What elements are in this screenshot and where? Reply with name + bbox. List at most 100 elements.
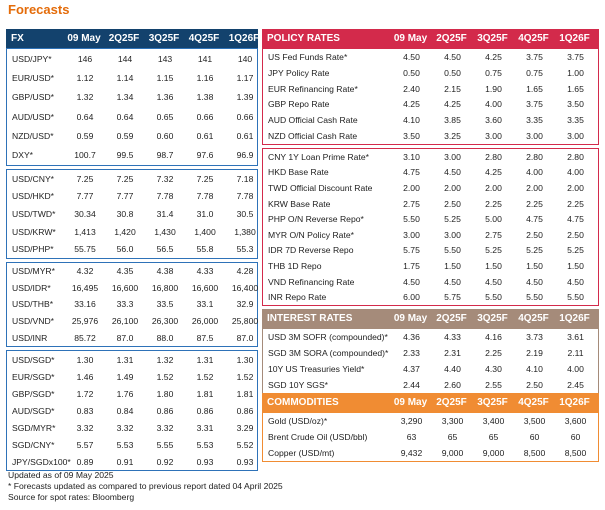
row-label: EUR/SGD*: [12, 371, 55, 382]
cell: 2.31: [444, 348, 461, 358]
cell: 4.50: [444, 276, 461, 287]
cell: 5.50: [485, 292, 502, 303]
cell: 0.93: [236, 456, 254, 467]
cell: 6.00: [403, 292, 420, 303]
cell: 1.30: [236, 354, 254, 365]
cell: 146: [77, 53, 93, 64]
cell: 32.9: [236, 299, 254, 310]
table-row: THB 1D Repo 1.75 1.50 1.50 1.50 1.50: [263, 261, 598, 271]
cell: 140: [237, 53, 253, 64]
cell: 5.00: [485, 214, 502, 225]
cell: 3.85: [444, 115, 461, 126]
cell: 144: [117, 53, 133, 64]
interest-rates-header: INTEREST RATES 09 May 2Q25F 3Q25F 4Q25F …: [262, 309, 599, 328]
row-label: INR Repo Rate: [268, 292, 327, 303]
cell: 0.50: [403, 67, 420, 78]
cell: 5.50: [403, 214, 420, 225]
table-row: USD/VND* 25,976 26,100 26,300 26,000 25,800: [7, 316, 258, 327]
cell: 99.5: [116, 150, 134, 161]
table-row: EUR Refinancing Rate* 2.40 2.15 1.90 1.65 1.6…: [263, 84, 598, 94]
cell: 4.35: [116, 266, 134, 277]
fx-group-north-asia: USD/CNY* 7.25 7.25 7.32 7.25 7.18 USD/HKD* 7.7…: [6, 169, 258, 259]
cell: 4.50: [485, 276, 502, 287]
cell: 16,400: [231, 282, 259, 293]
cell: 0.66: [196, 111, 214, 122]
cell: 1.00: [567, 67, 584, 78]
policy-group-asia: CNY 1Y Loan Prime Rate* 3.10 3.00 2.80 2.80 2…: [262, 148, 599, 306]
commodities-rows: Gold (USD/oz)* 3,290 3,300 3,400 3,500 3,600 …: [262, 412, 599, 462]
table-row: 10Y US Treasuries Yield* 4.37 4.40 4.30 4.10…: [263, 364, 598, 374]
cell: 0.59: [76, 130, 94, 141]
cell: 33.16: [74, 299, 96, 310]
cell: 5.50: [444, 245, 461, 256]
cell: 1.49: [116, 371, 134, 382]
cell: 2.50: [444, 198, 461, 209]
fx-header-1q26: 1Q26F: [228, 33, 260, 44]
row-label: USD/IDR*: [12, 282, 51, 293]
cell: 1.34: [116, 92, 134, 103]
row-label: USD/MYR*: [12, 266, 55, 277]
table-row: USD 3M SOFR (compounded)* 4.36 4.33 4.16 3.7…: [263, 332, 598, 342]
cell: 4.30: [485, 364, 502, 374]
cell: 0.86: [236, 405, 254, 416]
cell: 7.18: [236, 173, 254, 184]
cell: 3.00: [403, 229, 420, 240]
table-row: US Fed Funds Rate* 4.50 4.50 4.25 3.75 3.75: [263, 52, 598, 62]
table-row: USD/THB* 33.16 33.3 33.5 33.1 32.9: [7, 299, 257, 309]
cell: 2.80: [567, 151, 584, 162]
cell: 1,400: [194, 226, 216, 237]
cell: 1.30: [76, 354, 94, 365]
cell: 26,000: [191, 316, 219, 327]
row-label: EUR Refinancing Rate*: [268, 83, 358, 94]
table-row: AUD/USD* 0.64 0.64 0.65 0.66 0.66: [7, 112, 257, 122]
cell: 3.50: [567, 99, 584, 110]
cell: 4.75: [526, 214, 543, 225]
policy-header-2q25: 2Q25F: [436, 33, 467, 44]
cell: 4.75: [403, 167, 420, 178]
footnotes: Updated as of 09 May 2025 * Forecasts up…: [8, 470, 283, 503]
table-row: USD/KRW* 1,413 1,420 1,430 1,400 1,380: [7, 227, 257, 237]
cell: 7.78: [236, 191, 254, 202]
cell: 0.75: [526, 67, 543, 78]
cell: 4.50: [567, 276, 584, 287]
cell: 2.80: [485, 151, 502, 162]
row-label: NZD Official Cash Rate: [268, 131, 358, 142]
cell: 143: [157, 53, 173, 64]
table-row: EUR/SGD* 1.46 1.49 1.52 1.52 1.52: [7, 372, 257, 382]
cell: 3.32: [156, 422, 174, 433]
cell: 5.50: [567, 292, 584, 303]
cell: 2.50: [526, 229, 543, 240]
cell: 3.25: [444, 131, 461, 142]
row-label: SGD/MYR*: [12, 422, 56, 433]
cell: 1.76: [116, 388, 134, 399]
cell: 3.60: [485, 115, 502, 126]
cell: 4.00: [567, 364, 584, 374]
table-row: CNY 1Y Loan Prime Rate* 3.10 3.00 2.80 2.80 2…: [263, 152, 598, 162]
cell: 2.44: [403, 380, 420, 390]
cell: 0.64: [116, 111, 134, 122]
cell: 7.78: [156, 191, 174, 202]
cell: 31.0: [196, 208, 214, 219]
row-label: USD/KRW*: [12, 226, 56, 237]
row-label: CNY 1Y Loan Prime Rate*: [268, 151, 369, 162]
cell: 3.00: [485, 131, 502, 142]
cell: 87.5: [196, 332, 214, 343]
row-label: SGD 3M SORA (compounded)*: [268, 348, 389, 358]
table-row: NZD/USD* 0.59 0.59 0.60 0.61 0.61: [7, 131, 257, 141]
cell: 5.75: [444, 292, 461, 303]
cell: 7.25: [196, 173, 214, 184]
table-row: GBP/SGD* 1.72 1.76 1.80 1.81 1.81: [7, 389, 257, 399]
cell: 7.77: [76, 191, 94, 202]
interest-header-label: INTEREST RATES: [267, 313, 353, 324]
policy-header-1q26: 1Q26F: [559, 33, 590, 44]
cell: 2.45: [567, 380, 584, 390]
cell: 2.25: [567, 198, 584, 209]
cell: 16,495: [71, 282, 99, 293]
fx-table: FX 09 May 2Q25F 3Q25F 4Q25F 1Q26F USD/JP…: [6, 29, 259, 471]
cell: 1.16: [196, 72, 214, 83]
table-row: USD/INR 85.72 87.0 88.0 87.5 87.0: [7, 332, 257, 343]
table-row: GBP/USD* 1.32 1.34 1.36 1.38 1.39: [7, 92, 257, 102]
cell: 25,800: [231, 316, 259, 327]
cell: 65: [488, 432, 499, 442]
row-label: USD/THB*: [12, 299, 54, 310]
